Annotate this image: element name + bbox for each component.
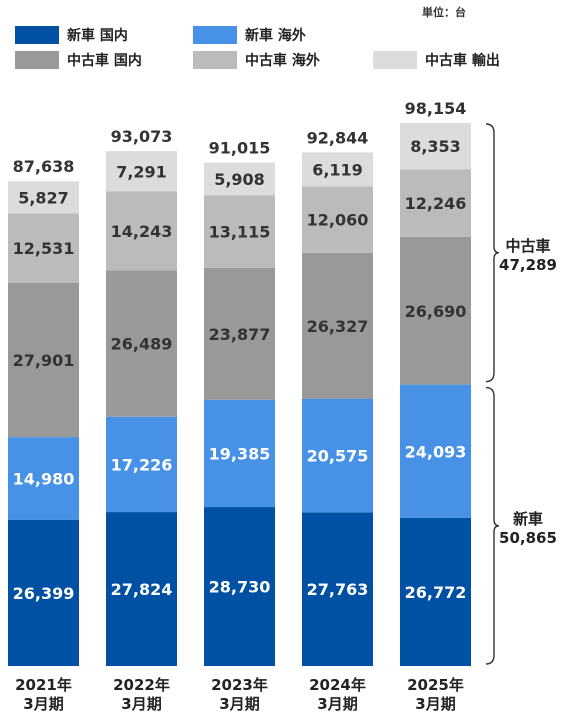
bar-segment — [400, 384, 471, 518]
bracket-label: 新車 50,865 — [499, 510, 557, 547]
bar-total-label: 98,154 — [405, 99, 467, 118]
category-label: 2025年 3月期 — [407, 676, 464, 713]
bar-segment — [204, 267, 275, 400]
bar-value-label: 5,908 — [214, 170, 265, 189]
bar-value-label: 7,291 — [116, 162, 167, 181]
bar-total-label: 91,015 — [209, 138, 271, 157]
legend-label-4: 中古車 輸出 — [425, 52, 500, 69]
bar-segment — [204, 507, 275, 666]
bar-value-label: 13,115 — [209, 222, 271, 241]
bar-value-label: 17,226 — [111, 455, 173, 474]
bar-value-label: 8,353 — [410, 137, 461, 156]
category-label: 2023年 3月期 — [211, 676, 268, 713]
bar-segment — [8, 181, 79, 214]
legend-swatch-3 — [193, 51, 237, 69]
category-label: 2022年 3月期 — [113, 676, 170, 713]
plot-area: 26,399 14,980 27,901 12,531 5,827 87,638 2021年… — [8, 99, 471, 713]
new-car-bracket — [485, 386, 500, 665]
bar-segment — [400, 169, 471, 237]
bar-value-label: 23,877 — [209, 325, 271, 344]
bar-segment — [302, 152, 373, 187]
legend-label-2: 中古車 国内 — [67, 52, 142, 69]
bar-segment — [8, 519, 79, 666]
bar-value-label: 20,575 — [307, 447, 369, 466]
bar-value-label: 6,119 — [312, 160, 363, 179]
bar-value-label: 27,901 — [13, 351, 75, 370]
bar-value-label: 26,399 — [13, 584, 75, 603]
bar-value-label: 5,827 — [18, 188, 69, 207]
legend-label-3: 中古車 海外 — [245, 52, 320, 69]
bar-value-label: 26,772 — [405, 583, 467, 602]
bar-value-label: 28,730 — [209, 578, 271, 597]
bracket-annotations: 中古車 47,289 新車 50,865 — [485, 123, 557, 665]
bar-value-label: 26,327 — [307, 317, 369, 336]
bar-segment — [400, 517, 471, 666]
legend-label-0: 新車 国内 — [67, 27, 128, 44]
legend-swatch-1 — [193, 26, 237, 44]
bar-segment — [106, 191, 177, 271]
legend-swatch-0 — [15, 26, 59, 44]
bar-value-label: 14,980 — [13, 470, 75, 489]
bar-segment — [204, 195, 275, 268]
bar-total-label: 92,844 — [307, 128, 369, 147]
bar-total-label: 87,638 — [13, 157, 75, 176]
legend-swatch-2 — [15, 51, 59, 69]
bar-segment — [400, 236, 471, 385]
bar-value-label: 19,385 — [209, 444, 271, 463]
bar-segment — [302, 512, 373, 666]
bar-total-label: 93,073 — [111, 127, 173, 146]
bar-value-label: 12,531 — [13, 239, 75, 258]
bar-segment — [204, 162, 275, 196]
bar-segment — [106, 270, 177, 417]
bar-value-label: 12,060 — [307, 211, 369, 230]
bar-segment — [302, 186, 373, 253]
bar-segment — [8, 213, 79, 283]
bar-value-label: 14,243 — [111, 222, 173, 241]
unit-label: 単位：台 — [422, 5, 466, 19]
bar-segment — [106, 416, 177, 513]
bar-segment — [8, 282, 79, 438]
bar-value-label: 26,489 — [111, 335, 173, 354]
category-label: 2021年 3月期 — [15, 676, 72, 713]
bar-value-label: 12,246 — [405, 194, 467, 213]
category-label: 2024年 3月期 — [309, 676, 366, 713]
bar-segment — [400, 123, 471, 170]
bar-segment — [8, 437, 79, 520]
bar-segment — [204, 399, 275, 508]
bar-segment — [106, 151, 177, 192]
bar-value-label: 27,763 — [307, 580, 369, 599]
legend-label-1: 新車 海外 — [245, 27, 306, 44]
used-car-bracket — [485, 123, 500, 383]
legend-swatch-4 — [373, 51, 417, 69]
bar-segment — [302, 252, 373, 399]
bar-segment — [302, 398, 373, 513]
bar-value-label: 24,093 — [405, 442, 467, 461]
bracket-label: 中古車 47,289 — [499, 237, 557, 274]
bar-value-label: 27,824 — [111, 580, 173, 599]
bar-value-label: 26,690 — [405, 302, 467, 321]
bar-segment — [106, 512, 177, 666]
